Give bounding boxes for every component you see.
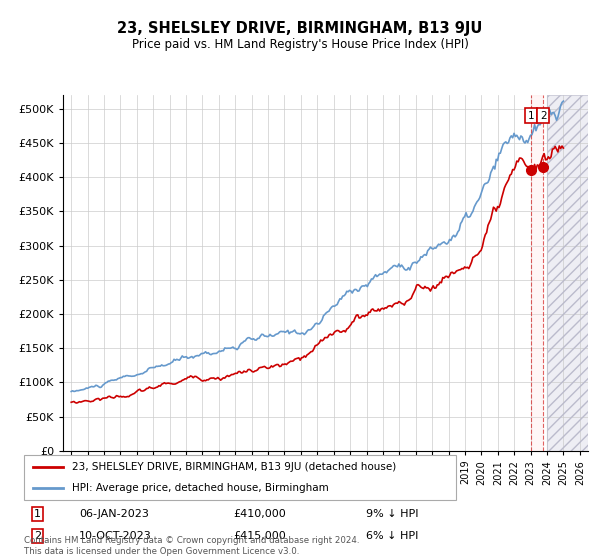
FancyBboxPatch shape xyxy=(24,455,456,500)
Bar xyxy=(547,95,588,451)
Bar xyxy=(531,95,544,451)
Text: 23, SHELSLEY DRIVE, BIRMINGHAM, B13 9JU: 23, SHELSLEY DRIVE, BIRMINGHAM, B13 9JU xyxy=(118,21,482,36)
Text: £415,000: £415,000 xyxy=(234,531,287,540)
Text: Contains HM Land Registry data © Crown copyright and database right 2024.
This d: Contains HM Land Registry data © Crown c… xyxy=(24,536,359,556)
Text: 10-OCT-2023: 10-OCT-2023 xyxy=(79,531,152,540)
Text: 2: 2 xyxy=(34,531,41,540)
Text: 2: 2 xyxy=(540,111,547,121)
Text: 9% ↓ HPI: 9% ↓ HPI xyxy=(366,508,419,519)
Text: £410,000: £410,000 xyxy=(234,508,287,519)
Text: 1: 1 xyxy=(34,508,41,519)
Text: HPI: Average price, detached house, Birmingham: HPI: Average price, detached house, Birm… xyxy=(71,483,328,493)
Text: 6% ↓ HPI: 6% ↓ HPI xyxy=(366,531,419,540)
Bar xyxy=(547,95,588,451)
Text: 23, SHELSLEY DRIVE, BIRMINGHAM, B13 9JU (detached house): 23, SHELSLEY DRIVE, BIRMINGHAM, B13 9JU … xyxy=(71,463,396,473)
Text: 06-JAN-2023: 06-JAN-2023 xyxy=(79,508,149,519)
Text: 1: 1 xyxy=(528,111,535,121)
Text: Price paid vs. HM Land Registry's House Price Index (HPI): Price paid vs. HM Land Registry's House … xyxy=(131,38,469,50)
